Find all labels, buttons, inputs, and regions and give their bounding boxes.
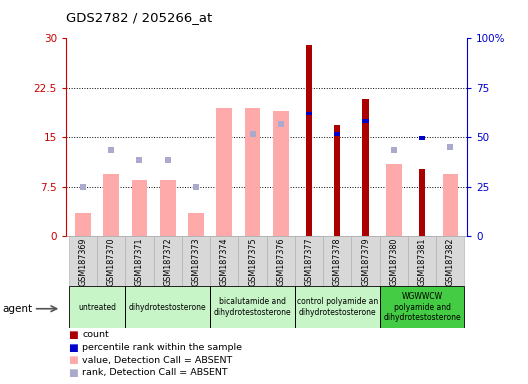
Text: GSM187379: GSM187379: [361, 238, 370, 286]
Bar: [334, 132, 341, 136]
Text: GSM187372: GSM187372: [163, 238, 172, 286]
Bar: [216, 108, 232, 236]
Text: agent: agent: [3, 304, 33, 314]
Text: GSM187376: GSM187376: [276, 238, 285, 286]
Text: GSM187370: GSM187370: [107, 238, 116, 286]
Text: GSM187381: GSM187381: [418, 238, 427, 286]
Bar: [436, 236, 465, 286]
Bar: [408, 236, 436, 286]
Bar: [75, 213, 91, 236]
Bar: [188, 213, 204, 236]
Text: bicalutamide and
dihydrotestosterone: bicalutamide and dihydrotestosterone: [214, 298, 291, 317]
Text: count: count: [82, 330, 109, 339]
Bar: [419, 169, 425, 236]
Text: GSM187382: GSM187382: [446, 238, 455, 286]
Bar: [103, 174, 119, 236]
Bar: [245, 108, 260, 236]
Text: percentile rank within the sample: percentile rank within the sample: [82, 343, 242, 352]
Bar: [182, 236, 210, 286]
Text: GSM187373: GSM187373: [192, 238, 201, 286]
Text: untreated: untreated: [78, 303, 116, 312]
Text: dihydrotestosterone: dihydrotestosterone: [129, 303, 206, 312]
Bar: [210, 236, 238, 286]
Bar: [210, 286, 295, 328]
Text: GSM187378: GSM187378: [333, 238, 342, 286]
Text: ■: ■: [68, 343, 77, 353]
Bar: [69, 286, 125, 328]
Text: WGWWCW
polyamide and
dihydrotestosterone: WGWWCW polyamide and dihydrotestosterone: [383, 292, 461, 322]
Bar: [69, 236, 97, 286]
Text: GSM187371: GSM187371: [135, 238, 144, 286]
Bar: [125, 236, 154, 286]
Bar: [295, 286, 380, 328]
Text: GSM187369: GSM187369: [79, 238, 88, 286]
Bar: [442, 174, 458, 236]
Bar: [380, 236, 408, 286]
Bar: [306, 112, 312, 115]
Bar: [419, 136, 425, 140]
Text: ■: ■: [68, 330, 77, 340]
Bar: [380, 286, 465, 328]
Bar: [267, 236, 295, 286]
Text: GSM187380: GSM187380: [389, 238, 398, 286]
Bar: [238, 236, 267, 286]
Text: rank, Detection Call = ABSENT: rank, Detection Call = ABSENT: [82, 368, 228, 377]
Bar: [306, 45, 312, 236]
Bar: [160, 180, 175, 236]
Bar: [273, 111, 288, 236]
Text: GSM187377: GSM187377: [305, 238, 314, 286]
Bar: [362, 99, 369, 236]
Bar: [386, 164, 402, 236]
Bar: [154, 236, 182, 286]
Text: value, Detection Call = ABSENT: value, Detection Call = ABSENT: [82, 356, 233, 365]
Bar: [352, 236, 380, 286]
Bar: [131, 180, 147, 236]
Text: control polyamide an
dihydrotestosterone: control polyamide an dihydrotestosterone: [297, 298, 378, 317]
Text: ■: ■: [68, 368, 77, 378]
Text: GDS2782 / 205266_at: GDS2782 / 205266_at: [66, 11, 212, 24]
Bar: [97, 236, 125, 286]
Bar: [295, 236, 323, 286]
Bar: [323, 236, 352, 286]
Bar: [125, 286, 210, 328]
Bar: [334, 126, 341, 236]
Text: GSM187375: GSM187375: [248, 238, 257, 286]
Text: ■: ■: [68, 355, 77, 365]
Text: GSM187374: GSM187374: [220, 238, 229, 286]
Bar: [362, 119, 369, 122]
